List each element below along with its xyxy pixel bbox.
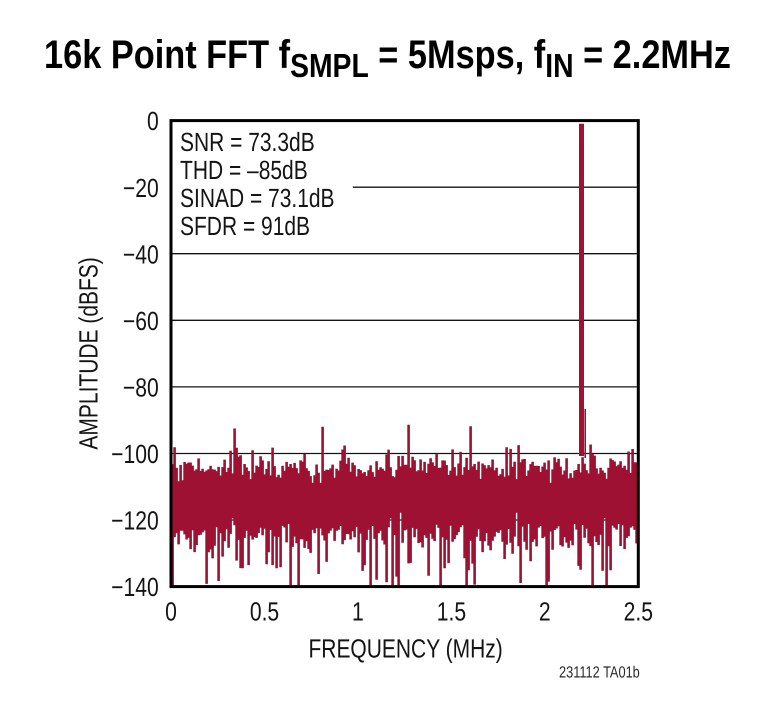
svg-text:0: 0	[147, 106, 159, 136]
svg-text:2.5: 2.5	[624, 597, 653, 627]
svg-text:−80: −80	[123, 373, 159, 403]
svg-text:−60: −60	[123, 306, 159, 336]
svg-text:1: 1	[352, 597, 364, 627]
svg-text:THD = –85dB: THD = –85dB	[180, 155, 308, 185]
svg-text:−100: −100	[111, 439, 159, 469]
svg-text:231112 TA01b: 231112 TA01b	[559, 664, 640, 682]
svg-text:SNR = 73.3dB: SNR = 73.3dB	[180, 127, 315, 157]
svg-text:0: 0	[165, 597, 177, 627]
svg-text:AMPLITUDE (dBFS): AMPLITUDE (dBFS)	[73, 257, 103, 449]
svg-text:−120: −120	[111, 506, 159, 536]
svg-text:2: 2	[539, 597, 551, 627]
svg-text:−140: −140	[111, 572, 159, 602]
svg-text:SINAD = 73.1dB: SINAD = 73.1dB	[180, 183, 335, 213]
svg-text:−20: −20	[123, 173, 159, 203]
svg-text:1.5: 1.5	[437, 597, 466, 627]
svg-text:SFDR = 91dB: SFDR = 91dB	[180, 211, 310, 241]
svg-text:−40: −40	[123, 239, 159, 269]
svg-text:0.5: 0.5	[250, 597, 279, 627]
svg-text:FREQUENCY (MHz): FREQUENCY (MHz)	[308, 633, 502, 663]
